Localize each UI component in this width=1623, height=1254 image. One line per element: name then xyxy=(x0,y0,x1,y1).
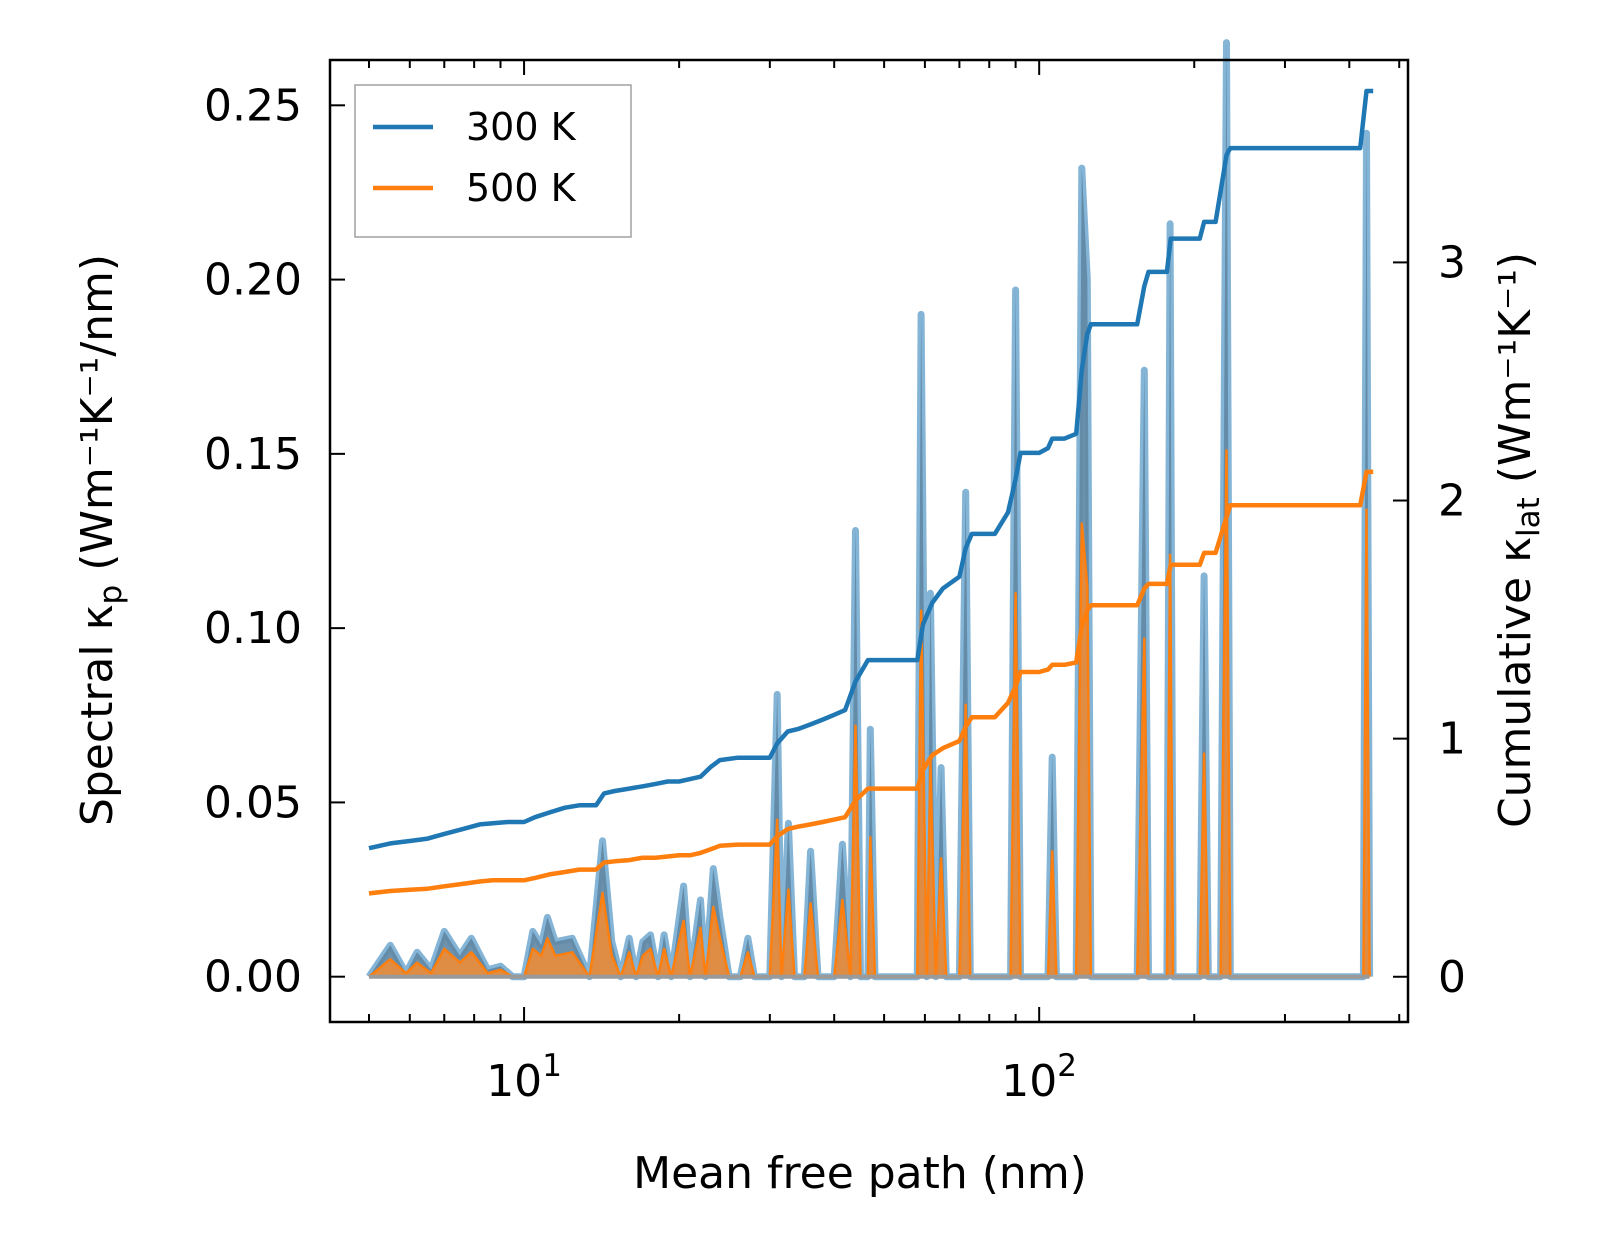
y-axis-title: Spectral κp (Wm⁻¹K⁻¹/nm) xyxy=(72,254,129,826)
legend-label-500k: 500 K xyxy=(466,166,577,210)
y-tick-label: 0.20 xyxy=(204,255,302,306)
y2-tick-label: 2 xyxy=(1438,476,1466,527)
x-tick-label-exponent: 1 xyxy=(542,1048,562,1084)
x-tick-label: 101 xyxy=(486,1048,562,1107)
y-axis-title-subscript: p xyxy=(93,585,129,605)
y-tick-label: 0.00 xyxy=(204,952,302,1003)
legend-label-300k: 300 K xyxy=(466,105,577,149)
axes-frame xyxy=(328,58,1410,1024)
x-axis-title: Mean free path (nm) xyxy=(633,1148,1087,1199)
y2-axis-title-units: (Wm⁻¹K⁻¹) xyxy=(1490,252,1541,497)
cumulative-500k-line xyxy=(368,469,1374,896)
x-tick-label: 102 xyxy=(1001,1048,1077,1107)
legend-box xyxy=(354,84,632,238)
plot-area xyxy=(366,39,1374,981)
y-tick-label: 0.05 xyxy=(204,777,302,828)
x-tick-label-base: 10 xyxy=(1001,1056,1057,1107)
y2-tick-label: 1 xyxy=(1438,714,1466,765)
y-tick-label: 0.10 xyxy=(204,603,302,654)
y2-tick-label: 0 xyxy=(1438,952,1466,1003)
y-axis-title-main: Spectral κ xyxy=(72,604,123,826)
x-tick-label-base: 10 xyxy=(486,1056,542,1107)
legend: 300 K 500 K xyxy=(354,84,632,238)
y-tick-label: 0.15 xyxy=(204,429,302,480)
x-tick-label-exponent: 2 xyxy=(1057,1048,1077,1084)
cumulative-300k-line xyxy=(368,88,1374,851)
y-axis-title-units: (Wm⁻¹K⁻¹/nm) xyxy=(72,254,123,585)
y2-axis-title: Cumulative κlat (Wm⁻¹K⁻¹) xyxy=(1490,252,1547,828)
spectral-overlap-tint xyxy=(369,42,1370,977)
y-tick-label: 0.25 xyxy=(204,80,302,131)
y2-axis-title-main: Cumulative κ xyxy=(1490,537,1541,828)
y2-tick-label: 3 xyxy=(1438,237,1466,288)
y2-axis-title-subscript: lat xyxy=(1511,497,1547,537)
